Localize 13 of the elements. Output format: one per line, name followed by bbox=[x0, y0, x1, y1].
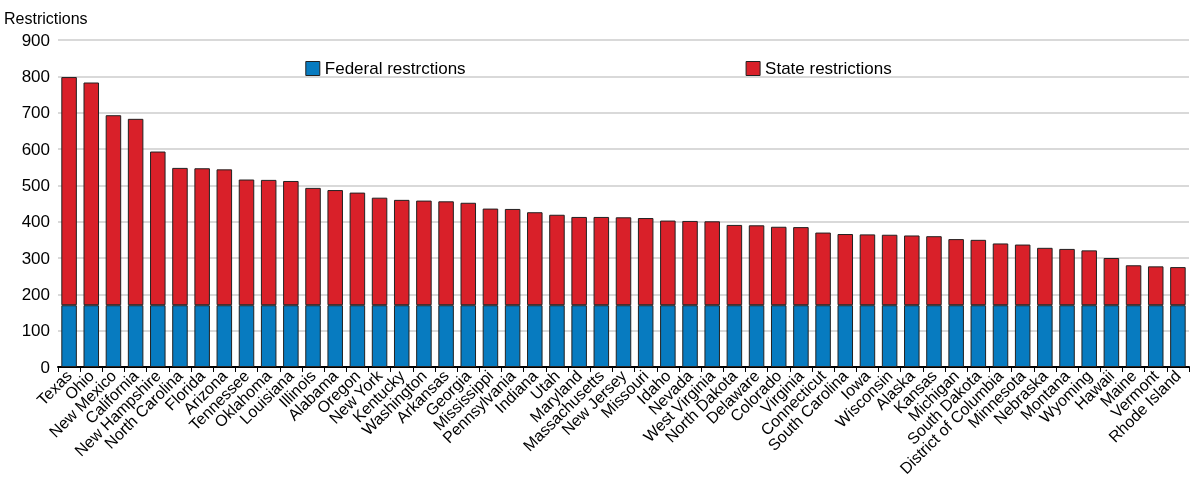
y-tick-label: 300 bbox=[21, 248, 50, 268]
y-tick-label: 100 bbox=[21, 321, 50, 341]
legend-label: Federal restrctions bbox=[324, 59, 466, 78]
y-tick-label: 500 bbox=[21, 175, 50, 195]
y-tick-label: 200 bbox=[21, 284, 50, 304]
y-tick-label: 800 bbox=[21, 66, 50, 86]
y-tick-label: 400 bbox=[21, 212, 50, 232]
y-tick-label: 600 bbox=[21, 139, 50, 159]
y-tick-label: 0 bbox=[40, 357, 50, 377]
y-tick-label: 700 bbox=[21, 103, 50, 123]
y-axis-title: Restrictions bbox=[4, 9, 88, 27]
y-tick-label: 900 bbox=[21, 30, 50, 50]
legend-label: State restrictions bbox=[765, 59, 892, 78]
